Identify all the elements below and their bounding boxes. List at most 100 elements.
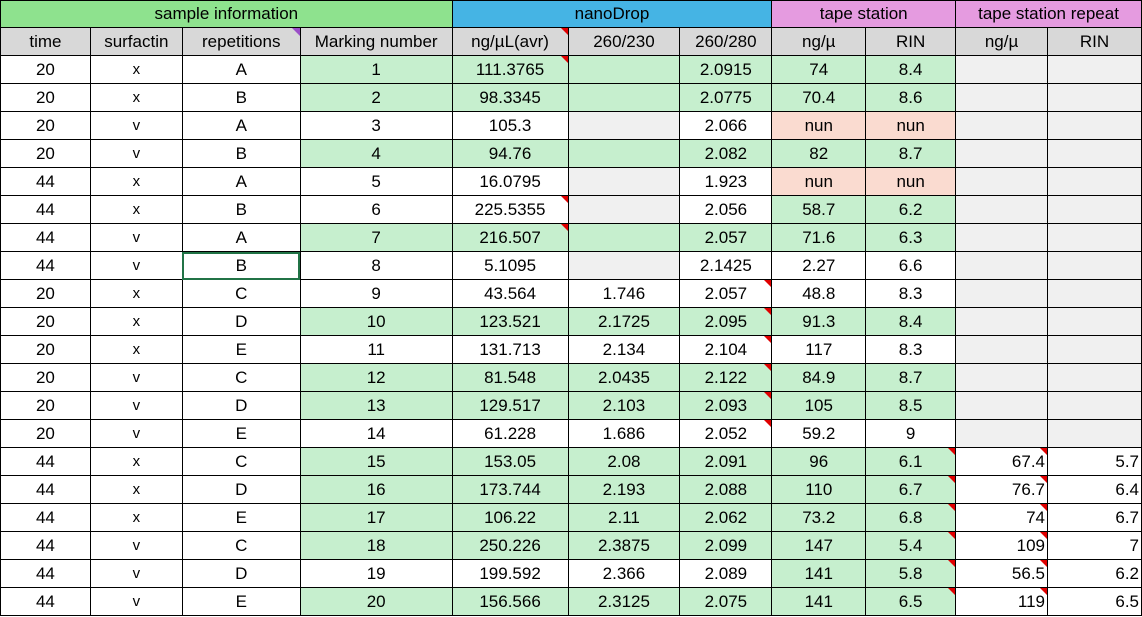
cell-tape-ng[interactable]: 110: [771, 475, 867, 504]
cell-tape-rin[interactable]: 6.8: [865, 503, 957, 532]
cell-repetitions[interactable]: D: [181, 391, 301, 420]
cell-260-230[interactable]: [567, 251, 681, 280]
cell-surfactin[interactable]: x: [89, 83, 183, 112]
cell-repetitions[interactable]: D: [181, 307, 301, 336]
cell-260-280[interactable]: 2.082: [679, 139, 773, 168]
cell-ng-ul-avr[interactable]: 94.76: [451, 139, 569, 168]
cell-repeat-rin[interactable]: [1047, 363, 1142, 392]
cell-surfactin[interactable]: x: [89, 475, 183, 504]
cell-repetitions[interactable]: C: [181, 363, 301, 392]
cell-260-280[interactable]: 2.052: [679, 419, 773, 448]
cell-surfactin[interactable]: x: [89, 167, 183, 196]
cell-marking-number[interactable]: 4: [299, 139, 453, 168]
group-tape-station-repeat[interactable]: tape station repeat: [955, 0, 1142, 28]
cell-ng-ul-avr[interactable]: 156.566: [451, 587, 569, 616]
cell-repeat-rin[interactable]: 6.5: [1047, 587, 1142, 616]
cell-repeat-rin[interactable]: [1047, 279, 1142, 308]
cell-surfactin[interactable]: x: [89, 503, 183, 532]
cell-260-280[interactable]: 2.089: [679, 559, 773, 588]
cell-260-230[interactable]: 1.686: [567, 419, 681, 448]
cell-repeat-ng[interactable]: 67.4: [955, 447, 1048, 476]
cell-repetitions[interactable]: C: [181, 279, 301, 308]
cell-marking-number[interactable]: 15: [299, 447, 453, 476]
cell-repeat-ng[interactable]: 109: [955, 531, 1048, 560]
cell-ng-ul-avr[interactable]: 105.3: [451, 111, 569, 140]
header-marking-number[interactable]: Marking number: [299, 27, 453, 56]
cell-repetitions[interactable]: C: [181, 447, 301, 476]
cell-repetitions[interactable]: A: [181, 223, 301, 252]
cell-time[interactable]: 20: [0, 83, 91, 112]
cell-ng-ul-avr[interactable]: 81.548: [451, 363, 569, 392]
cell-time[interactable]: 44: [0, 475, 91, 504]
cell-ng-ul-avr[interactable]: 250.226: [451, 531, 569, 560]
cell-marking-number[interactable]: 10: [299, 307, 453, 336]
cell-ng-ul-avr[interactable]: 111.3765: [451, 55, 569, 84]
cell-260-280[interactable]: 2.091: [679, 447, 773, 476]
cell-repeat-rin[interactable]: [1047, 307, 1142, 336]
cell-260-280[interactable]: 2.057: [679, 279, 773, 308]
cell-marking-number[interactable]: 11: [299, 335, 453, 364]
cell-tape-rin[interactable]: 8.6: [865, 83, 957, 112]
cell-repetitions[interactable]: E: [181, 335, 301, 364]
cell-tape-rin[interactable]: 8.5: [865, 391, 957, 420]
cell-repeat-ng[interactable]: [955, 139, 1048, 168]
cell-marking-number[interactable]: 1: [299, 55, 453, 84]
cell-ng-ul-avr[interactable]: 106.22: [451, 503, 569, 532]
cell-surfactin[interactable]: v: [89, 223, 183, 252]
cell-repetitions[interactable]: E: [181, 419, 301, 448]
cell-tape-rin[interactable]: 8.7: [865, 363, 957, 392]
cell-260-230[interactable]: 2.0435: [567, 363, 681, 392]
cell-marking-number[interactable]: 16: [299, 475, 453, 504]
cell-tape-rin[interactable]: 5.8: [865, 559, 957, 588]
cell-time[interactable]: 20: [0, 335, 91, 364]
header-repeat-ng[interactable]: ng/µ: [955, 27, 1048, 56]
cell-tape-ng[interactable]: 73.2: [771, 503, 867, 532]
cell-repetitions[interactable]: B: [181, 195, 301, 224]
cell-repeat-rin[interactable]: 6.7: [1047, 503, 1142, 532]
cell-ng-ul-avr[interactable]: 225.5355: [451, 195, 569, 224]
cell-time[interactable]: 44: [0, 503, 91, 532]
cell-260-280[interactable]: 2.099: [679, 531, 773, 560]
group-nanodrop[interactable]: nanoDrop: [451, 0, 773, 28]
cell-tape-rin[interactable]: 6.5: [865, 587, 957, 616]
cell-260-230[interactable]: 2.11: [567, 503, 681, 532]
cell-repeat-ng[interactable]: [955, 55, 1048, 84]
cell-time[interactable]: 20: [0, 111, 91, 140]
cell-repeat-rin[interactable]: [1047, 251, 1142, 280]
cell-260-230[interactable]: 2.193: [567, 475, 681, 504]
cell-repeat-rin[interactable]: [1047, 391, 1142, 420]
cell-repeat-ng[interactable]: [955, 195, 1048, 224]
cell-260-230[interactable]: 2.08: [567, 447, 681, 476]
cell-260-280[interactable]: 2.066: [679, 111, 773, 140]
header-260-230[interactable]: 260/230: [567, 27, 681, 56]
cell-repeat-rin[interactable]: 6.4: [1047, 475, 1142, 504]
cell-tape-ng[interactable]: nun: [771, 167, 867, 196]
cell-repeat-ng[interactable]: [955, 363, 1048, 392]
cell-marking-number[interactable]: 17: [299, 503, 453, 532]
cell-time[interactable]: 44: [0, 531, 91, 560]
cell-marking-number[interactable]: 2: [299, 83, 453, 112]
cell-repeat-rin[interactable]: [1047, 335, 1142, 364]
cell-time[interactable]: 20: [0, 139, 91, 168]
cell-marking-number[interactable]: 12: [299, 363, 453, 392]
cell-repeat-ng[interactable]: 56.5: [955, 559, 1048, 588]
cell-surfactin[interactable]: v: [89, 559, 183, 588]
cell-260-230[interactable]: [567, 139, 681, 168]
cell-tape-ng[interactable]: 59.2: [771, 419, 867, 448]
cell-time[interactable]: 44: [0, 447, 91, 476]
cell-repeat-ng[interactable]: 119: [955, 587, 1048, 616]
cell-260-280[interactable]: 1.923: [679, 167, 773, 196]
cell-260-230[interactable]: [567, 223, 681, 252]
cell-time[interactable]: 20: [0, 363, 91, 392]
header-surfactin[interactable]: surfactin: [89, 27, 183, 56]
cell-tape-rin[interactable]: 8.7: [865, 139, 957, 168]
cell-repeat-ng[interactable]: 74: [955, 503, 1048, 532]
cell-marking-number[interactable]: 8: [299, 251, 453, 280]
cell-marking-number[interactable]: 6: [299, 195, 453, 224]
cell-tape-ng[interactable]: 2.27: [771, 251, 867, 280]
cell-time[interactable]: 44: [0, 251, 91, 280]
cell-tape-ng[interactable]: 58.7: [771, 195, 867, 224]
cell-tape-rin[interactable]: 6.3: [865, 223, 957, 252]
cell-260-230[interactable]: [567, 111, 681, 140]
cell-ng-ul-avr[interactable]: 199.592: [451, 559, 569, 588]
